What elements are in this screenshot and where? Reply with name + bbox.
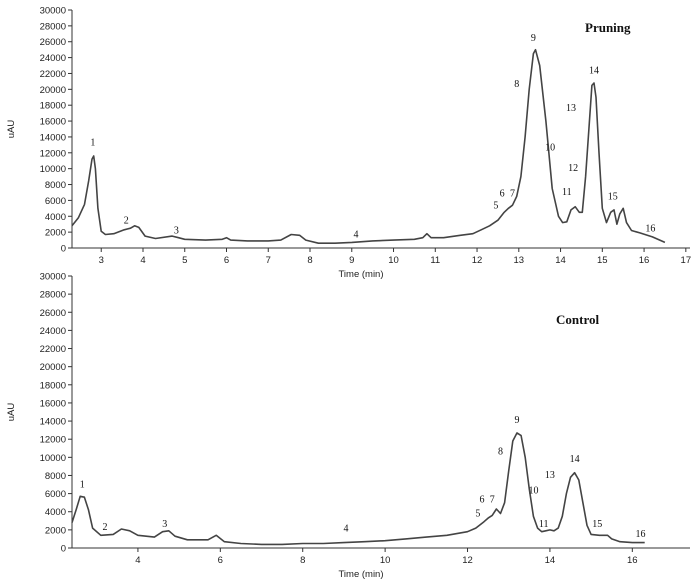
panel-title: Control: [556, 312, 599, 327]
y-axis-title: uAU: [6, 403, 17, 422]
y-tick-label: 28000: [40, 21, 66, 32]
x-tick-label: 12: [472, 255, 483, 266]
peak-label: 12: [568, 163, 578, 174]
peak-label: 2: [102, 522, 107, 533]
peak-label: 6: [500, 188, 505, 199]
x-axis-title: Time (min): [338, 269, 383, 280]
y-tick-label: 4000: [45, 507, 66, 518]
peak-label: 1: [90, 138, 95, 149]
y-tick-label: 26000: [40, 37, 66, 48]
y-tick-label: 0: [61, 244, 66, 255]
x-tick-label: 9: [349, 255, 354, 266]
x-tick-label: 8: [307, 255, 312, 266]
y-tick-label: 16000: [40, 398, 66, 409]
peak-label: 1: [80, 479, 85, 490]
y-tick-label: 10000: [40, 164, 66, 175]
panel-title: Pruning: [585, 20, 631, 35]
y-tick-label: 12000: [40, 435, 66, 446]
peak-label: 15: [592, 519, 602, 530]
y-tick-label: 4000: [45, 212, 66, 223]
peak-label: 4: [343, 524, 348, 535]
y-tick-label: 6000: [45, 196, 66, 207]
peak-label: 7: [510, 188, 515, 199]
chromatogram-trace: [71, 432, 645, 546]
peak-label: 11: [539, 519, 549, 530]
x-tick-label: 4: [140, 255, 145, 266]
peak-label: 4: [353, 230, 358, 241]
x-tick-label: 3: [99, 255, 104, 266]
y-tick-label: 22000: [40, 69, 66, 80]
peak-label: 5: [475, 508, 480, 519]
y-tick-label: 20000: [40, 362, 66, 373]
x-tick-label: 7: [266, 255, 271, 266]
y-tick-label: 24000: [40, 326, 66, 337]
x-tick-label: 14: [545, 555, 556, 566]
y-tick-label: 8000: [45, 180, 66, 191]
y-axis-title: uAU: [6, 120, 17, 139]
y-tick-label: 26000: [40, 308, 66, 319]
x-tick-label: 11: [430, 255, 440, 266]
peak-label: 16: [636, 529, 646, 540]
y-tick-label: 20000: [40, 85, 66, 96]
y-tick-label: 24000: [40, 53, 66, 64]
y-tick-label: 28000: [40, 290, 66, 301]
x-tick-label: 10: [380, 555, 391, 566]
x-tick-label: 17: [681, 255, 692, 266]
x-tick-label: 14: [555, 255, 566, 266]
x-tick-label: 6: [218, 555, 223, 566]
peak-label: 8: [498, 447, 503, 458]
y-tick-label: 30000: [40, 6, 66, 17]
peak-label: 5: [493, 200, 498, 211]
peak-label: 16: [645, 223, 655, 234]
peak-label: 13: [566, 103, 576, 114]
peak-label: 6: [479, 495, 484, 506]
peak-label: 10: [528, 486, 538, 497]
peak-label: 13: [545, 470, 555, 481]
peak-label: 9: [531, 33, 536, 44]
y-tick-label: 0: [61, 544, 66, 555]
y-tick-label: 18000: [40, 380, 66, 391]
peak-label: 8: [514, 79, 519, 90]
x-tick-label: 8: [300, 555, 305, 566]
y-tick-label: 16000: [40, 117, 66, 128]
y-tick-label: 2000: [45, 525, 66, 536]
x-tick-label: 12: [462, 555, 473, 566]
y-tick-label: 10000: [40, 453, 66, 464]
peak-label: 3: [174, 226, 179, 237]
peak-label: 10: [545, 142, 555, 153]
peak-label: 15: [608, 192, 618, 203]
y-tick-label: 14000: [40, 417, 66, 428]
x-tick-label: 13: [514, 255, 525, 266]
peak-label: 9: [514, 415, 519, 426]
peak-label: 14: [570, 454, 580, 465]
peak-label: 14: [589, 65, 599, 76]
y-tick-label: 6000: [45, 489, 66, 500]
x-axis-title: Time (min): [338, 569, 383, 580]
peak-label: 3: [162, 519, 167, 530]
y-tick-label: 30000: [40, 272, 66, 283]
y-tick-label: 22000: [40, 344, 66, 355]
x-tick-label: 16: [639, 255, 650, 266]
x-tick-label: 10: [388, 255, 399, 266]
y-tick-label: 12000: [40, 148, 66, 159]
x-tick-label: 16: [627, 555, 638, 566]
y-tick-label: 8000: [45, 471, 66, 482]
y-tick-label: 18000: [40, 101, 66, 112]
x-tick-label: 6: [224, 255, 229, 266]
peak-label: 11: [562, 187, 572, 198]
x-tick-label: 5: [182, 255, 187, 266]
y-tick-label: 14000: [40, 132, 66, 143]
x-tick-label: 15: [597, 255, 608, 266]
peak-label: 7: [490, 495, 495, 506]
y-tick-label: 2000: [45, 228, 66, 239]
x-tick-label: 4: [135, 555, 140, 566]
chromatogram-trace: [71, 48, 666, 244]
peak-label: 2: [124, 215, 129, 226]
